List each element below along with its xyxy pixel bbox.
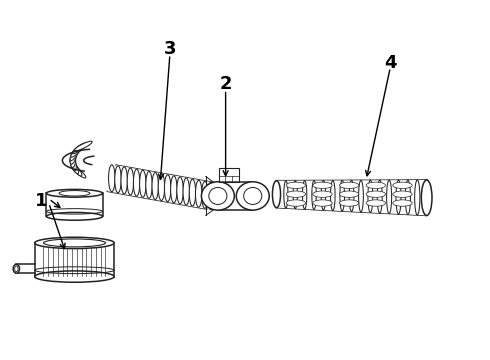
Ellipse shape: [366, 191, 386, 197]
Polygon shape: [276, 180, 427, 215]
Ellipse shape: [424, 180, 429, 215]
Ellipse shape: [421, 180, 432, 215]
Ellipse shape: [313, 200, 332, 206]
Ellipse shape: [133, 169, 140, 196]
Ellipse shape: [165, 175, 171, 202]
Ellipse shape: [44, 239, 105, 247]
Ellipse shape: [340, 182, 359, 189]
Text: 4: 4: [384, 54, 396, 72]
Ellipse shape: [272, 181, 281, 208]
Ellipse shape: [70, 146, 80, 161]
Ellipse shape: [313, 191, 332, 197]
Ellipse shape: [244, 188, 262, 204]
Ellipse shape: [70, 159, 78, 174]
Ellipse shape: [196, 180, 202, 207]
Ellipse shape: [393, 200, 412, 206]
Text: 1: 1: [35, 192, 48, 210]
Ellipse shape: [393, 182, 412, 189]
Ellipse shape: [140, 170, 146, 197]
Ellipse shape: [71, 152, 76, 168]
Ellipse shape: [415, 180, 420, 215]
Ellipse shape: [312, 180, 316, 210]
Ellipse shape: [396, 180, 401, 214]
Ellipse shape: [368, 180, 373, 212]
Ellipse shape: [158, 174, 165, 201]
Text: 3: 3: [164, 40, 176, 58]
Ellipse shape: [293, 181, 297, 209]
Ellipse shape: [47, 212, 102, 220]
Ellipse shape: [127, 168, 134, 195]
Ellipse shape: [236, 182, 269, 210]
Ellipse shape: [121, 167, 127, 194]
Ellipse shape: [340, 200, 359, 206]
Ellipse shape: [109, 165, 115, 192]
Ellipse shape: [35, 271, 114, 282]
Polygon shape: [107, 165, 216, 209]
Ellipse shape: [71, 144, 83, 157]
Ellipse shape: [71, 162, 82, 176]
Ellipse shape: [274, 181, 278, 208]
Ellipse shape: [13, 264, 20, 273]
Ellipse shape: [115, 166, 121, 193]
Ellipse shape: [366, 182, 386, 189]
Ellipse shape: [286, 191, 306, 197]
Bar: [218, 182, 253, 210]
Ellipse shape: [189, 179, 196, 206]
Ellipse shape: [201, 182, 234, 210]
Ellipse shape: [15, 266, 18, 272]
Ellipse shape: [70, 156, 76, 171]
Ellipse shape: [286, 200, 306, 206]
Ellipse shape: [207, 183, 215, 210]
Ellipse shape: [387, 180, 392, 213]
Ellipse shape: [359, 180, 364, 212]
Ellipse shape: [59, 190, 90, 196]
Ellipse shape: [72, 166, 86, 178]
Bar: [35, 243, 114, 276]
Ellipse shape: [177, 177, 183, 204]
Ellipse shape: [331, 180, 335, 211]
Ellipse shape: [171, 176, 177, 203]
Ellipse shape: [74, 141, 92, 151]
Ellipse shape: [349, 180, 354, 212]
Ellipse shape: [202, 181, 208, 208]
Ellipse shape: [47, 189, 102, 197]
Ellipse shape: [146, 171, 152, 198]
Ellipse shape: [72, 142, 88, 154]
Ellipse shape: [340, 180, 344, 211]
Bar: [219, 168, 239, 182]
Ellipse shape: [208, 183, 214, 210]
Bar: [47, 193, 102, 216]
Ellipse shape: [286, 182, 306, 189]
Ellipse shape: [313, 182, 332, 189]
Ellipse shape: [209, 188, 227, 204]
Ellipse shape: [152, 172, 158, 199]
Ellipse shape: [35, 237, 114, 249]
Ellipse shape: [321, 180, 326, 210]
Ellipse shape: [340, 191, 359, 197]
Ellipse shape: [377, 180, 382, 213]
Ellipse shape: [393, 191, 412, 197]
Ellipse shape: [70, 149, 77, 164]
Ellipse shape: [405, 180, 411, 215]
Ellipse shape: [284, 181, 288, 208]
Text: 2: 2: [220, 75, 232, 93]
Ellipse shape: [183, 178, 190, 205]
Ellipse shape: [302, 181, 307, 209]
Ellipse shape: [366, 200, 386, 206]
